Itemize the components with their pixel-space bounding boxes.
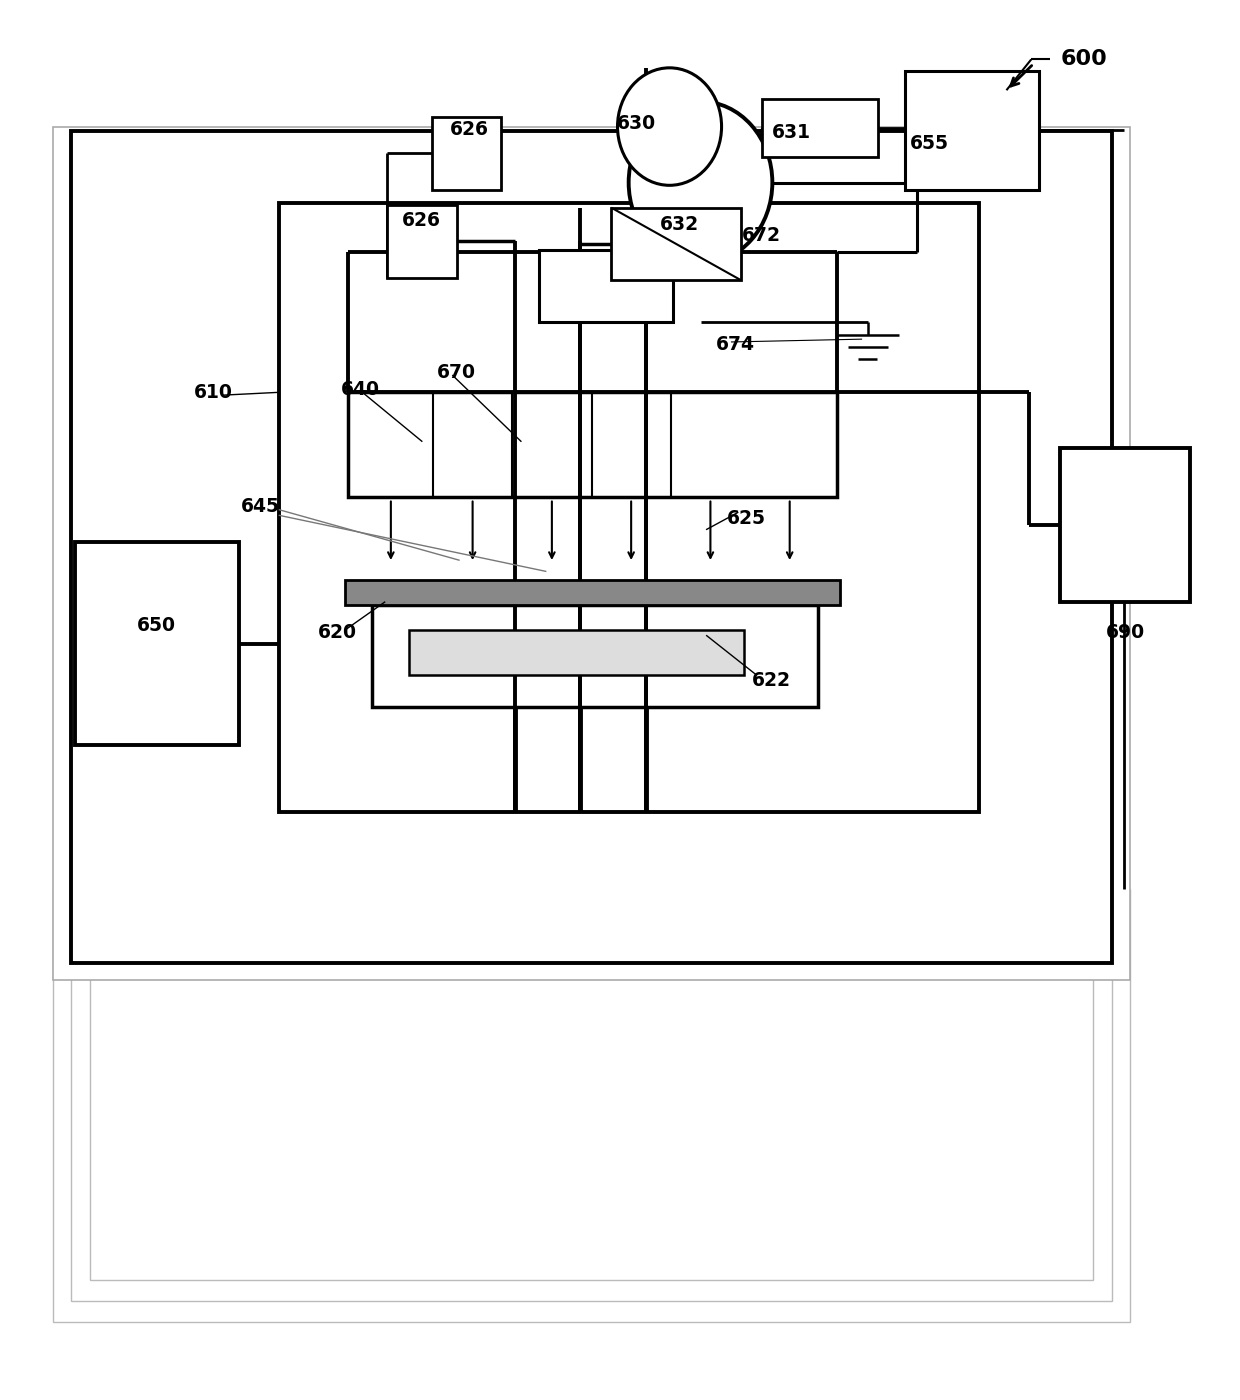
Text: 626: 626 xyxy=(449,120,489,139)
Bar xyxy=(763,98,878,157)
Bar xyxy=(387,204,456,277)
Bar xyxy=(372,605,818,707)
Bar xyxy=(905,70,1039,189)
Bar xyxy=(74,542,238,745)
Bar xyxy=(53,889,1131,1323)
Bar xyxy=(89,931,1094,1281)
Text: 622: 622 xyxy=(751,671,791,690)
Bar xyxy=(71,910,1112,1302)
Circle shape xyxy=(629,101,773,263)
Text: 672: 672 xyxy=(742,227,781,245)
Bar xyxy=(1060,448,1189,602)
Text: 645: 645 xyxy=(242,497,280,517)
Bar xyxy=(611,207,742,280)
Text: 690: 690 xyxy=(1106,623,1145,643)
Text: 640: 640 xyxy=(341,379,379,399)
Bar xyxy=(71,130,1112,963)
Bar xyxy=(345,580,841,605)
Bar xyxy=(539,249,673,322)
Text: 650: 650 xyxy=(138,616,176,636)
Text: 600: 600 xyxy=(1061,49,1107,70)
Text: 610: 610 xyxy=(195,382,233,402)
Text: 620: 620 xyxy=(319,623,357,643)
Bar xyxy=(409,630,744,675)
Text: 670: 670 xyxy=(436,363,476,382)
Bar xyxy=(53,126,1131,980)
Text: 655: 655 xyxy=(910,134,949,153)
Bar xyxy=(347,392,837,497)
Bar xyxy=(432,116,501,189)
Text: 625: 625 xyxy=(727,508,766,528)
Text: 630: 630 xyxy=(616,115,656,133)
Text: 631: 631 xyxy=(771,123,811,141)
Text: 632: 632 xyxy=(660,216,699,234)
Bar xyxy=(279,203,980,812)
Text: 674: 674 xyxy=(715,335,755,354)
Text: 626: 626 xyxy=(402,211,441,230)
Circle shape xyxy=(618,67,722,185)
